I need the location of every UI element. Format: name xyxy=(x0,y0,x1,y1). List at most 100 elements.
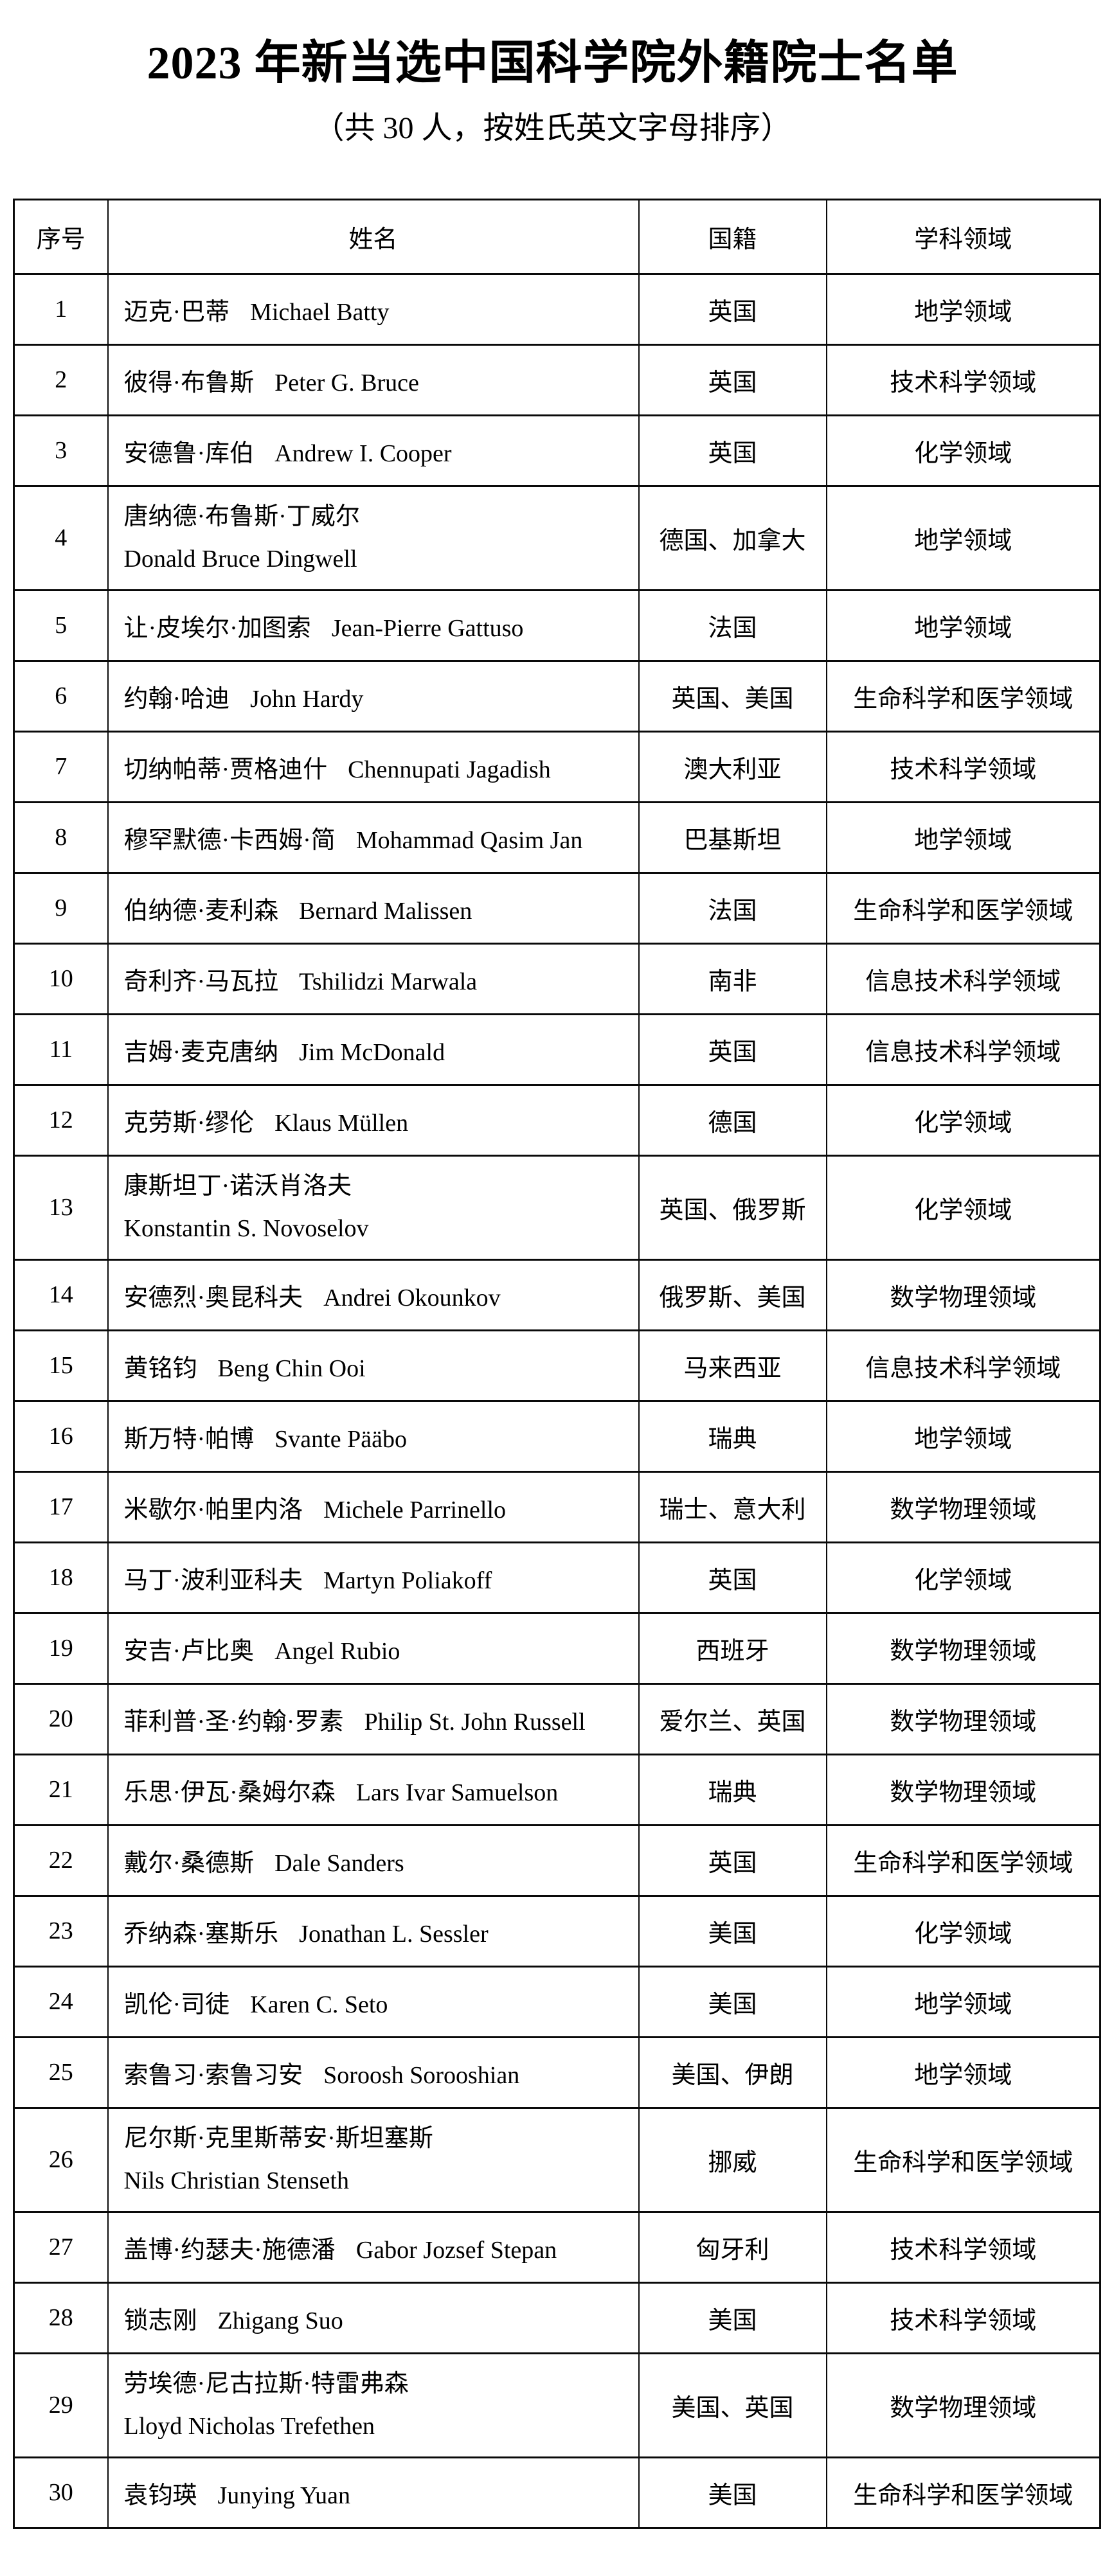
cell-field: 数学物理领域 xyxy=(825,1753,1101,1826)
cell-nationality: 德国、加拿大 xyxy=(638,484,827,591)
table-row: 25 索鲁习·索鲁习安 Soroosh Sorooshian 美国、伊朗 地学领域 xyxy=(13,2036,1101,2109)
cell-field: 技术科学领域 xyxy=(825,730,1101,803)
cell-index: 7 xyxy=(13,730,109,803)
cell-nationality: 英国 xyxy=(638,1824,827,1897)
name-english: John Hardy xyxy=(250,685,364,713)
cell-field: 地学领域 xyxy=(825,1965,1101,2038)
cell-nationality: 澳大利亚 xyxy=(638,730,827,803)
table-row: 24 凯伦·司徒 Karen C. Seto 美国 地学领域 xyxy=(13,1965,1101,2038)
cell-index: 2 xyxy=(13,343,109,416)
cell-index: 21 xyxy=(13,1753,109,1826)
table-header-row: 序号 姓名 国籍 学科领域 xyxy=(13,198,1101,275)
table-row: 15 黄铭钧 Beng Chin Ooi 马来西亚 信息技术科学领域 xyxy=(13,1329,1101,1402)
cell-field: 技术科学领域 xyxy=(825,343,1101,416)
cell-nationality: 南非 xyxy=(638,942,827,1015)
name-english: Peter G. Bruce xyxy=(274,369,419,396)
page-subtitle: （共 30 人，按姓氏英文字母排序） xyxy=(313,111,792,146)
cell-nationality: 西班牙 xyxy=(638,1612,827,1685)
table-row: 11 吉姆·麦克唐纳 Jim McDonald 英国 信息技术科学领域 xyxy=(13,1013,1101,1086)
cell-nationality: 美国、伊朗 xyxy=(638,2036,827,2109)
cell-field: 化学领域 xyxy=(825,414,1101,487)
name-english: Junying Yuan xyxy=(217,2482,351,2509)
table-row: 30 袁钧瑛 Junying Yuan 美国 生命科学和医学领域 xyxy=(13,2456,1101,2529)
cell-index: 8 xyxy=(13,801,109,874)
cell-index: 19 xyxy=(13,1612,109,1685)
cell-name: 菲利普·圣·约翰·罗素 Philip St. John Russell xyxy=(107,1682,640,1755)
cell-name: 彼得·布鲁斯 Peter G. Bruce xyxy=(107,343,640,416)
name-english: Michael Batty xyxy=(250,298,390,326)
column-header-field: 学科领域 xyxy=(825,198,1101,275)
cell-field: 数学物理领域 xyxy=(825,1612,1101,1685)
cell-index: 22 xyxy=(13,1824,109,1897)
cell-nationality: 爱尔兰、英国 xyxy=(638,1682,827,1755)
name-chinese: 袁钧瑛 xyxy=(123,2482,197,2509)
cell-name: 黄铭钧 Beng Chin Ooi xyxy=(107,1329,640,1402)
name-english: Lloyd Nicholas Trefethen xyxy=(123,2413,375,2440)
cell-index: 28 xyxy=(13,2281,109,2354)
cell-field: 生命科学和医学领域 xyxy=(825,659,1101,733)
cell-name: 克劳斯·缪伦 Klaus Müllen xyxy=(107,1083,640,1157)
name-chinese: 伯纳德·麦利森 xyxy=(123,897,279,925)
cell-name: 约翰·哈迪 John Hardy xyxy=(107,659,640,733)
name-english: Klaus Müllen xyxy=(274,1109,409,1137)
table-header: 序号 姓名 国籍 学科领域 xyxy=(13,198,1101,275)
cell-index: 3 xyxy=(13,414,109,487)
name-english: Karen C. Seto xyxy=(250,1991,388,2018)
name-chinese: 凯伦·司徒 xyxy=(123,1991,230,2018)
cell-name: 切纳帕蒂·贾格迪什 Chennupati Jagadish xyxy=(107,730,640,803)
name-chinese: 迈克·巴蒂 xyxy=(123,298,230,326)
cell-field: 地学领域 xyxy=(825,1399,1101,1473)
cell-nationality: 英国 xyxy=(638,343,827,416)
name-chinese: 彼得·布鲁斯 xyxy=(123,369,255,396)
cell-nationality: 英国 xyxy=(638,414,827,487)
cell-index: 17 xyxy=(13,1470,109,1543)
members-table: 序号 姓名 国籍 学科领域 1 迈克·巴蒂 Michael Batty 英国 地学领域 2… xyxy=(13,198,1101,2529)
cell-name: 伯纳德·麦利森 Bernard Malissen xyxy=(107,871,640,945)
cell-name: 乔纳森·塞斯乐 Jonathan L. Sessler xyxy=(107,1894,640,1968)
cell-field: 地学领域 xyxy=(825,272,1101,346)
table-row: 3 安德鲁·库伯 Andrew I. Cooper 英国 化学领域 xyxy=(13,414,1101,487)
name-chinese: 让·皮埃尔·加图索 xyxy=(123,614,311,642)
cell-name: 马丁·波利亚科夫 Martyn Poliakoff xyxy=(107,1541,640,1614)
cell-nationality: 瑞士、意大利 xyxy=(638,1470,827,1543)
table-row: 9 伯纳德·麦利森 Bernard Malissen 法国 生命科学和医学领域 xyxy=(13,871,1101,945)
table-row: 13 康斯坦丁·诺沃肖洛夫 Konstantin S. Novoselov 英国、俄罗… xyxy=(13,1154,1101,1261)
name-english: Soroosh Sorooshian xyxy=(323,2061,520,2089)
name-chinese: 乔纳森·塞斯乐 xyxy=(123,1920,279,1948)
cell-field: 技术科学领域 xyxy=(825,2210,1101,2284)
name-english: Mohammad Qasim Jan xyxy=(355,826,583,854)
name-chinese: 安吉·卢比奥 xyxy=(123,1637,255,1665)
cell-field: 地学领域 xyxy=(825,2036,1101,2109)
column-header-nationality: 国籍 xyxy=(638,198,827,275)
cell-field: 信息技术科学领域 xyxy=(825,1013,1101,1086)
cell-index: 13 xyxy=(13,1154,109,1261)
name-english: Gabor Jozsef Stepan xyxy=(355,2236,557,2264)
cell-nationality: 匈牙利 xyxy=(638,2210,827,2284)
column-header-name: 姓名 xyxy=(107,198,640,275)
name-english: Bernard Malissen xyxy=(299,897,472,925)
table-row: 28 锁志刚 Zhigang Suo 美国 技术科学领域 xyxy=(13,2281,1101,2354)
cell-field: 化学领域 xyxy=(825,1083,1101,1157)
cell-index: 16 xyxy=(13,1399,109,1473)
name-chinese: 尼尔斯·克里斯蒂安·斯坦塞斯 xyxy=(123,2124,433,2152)
cell-name: 盖博·约瑟夫·施德潘 Gabor Jozsef Stepan xyxy=(107,2210,640,2284)
name-english: Philip St. John Russell xyxy=(364,1708,586,1736)
table-row: 10 奇利齐·马瓦拉 Tshilidzi Marwala 南非 信息技术科学领域 xyxy=(13,942,1101,1015)
cell-name: 穆罕默德·卡西姆·简 Mohammad Qasim Jan xyxy=(107,801,640,874)
table-row: 16 斯万特·帕博 Svante Pääbo 瑞典 地学领域 xyxy=(13,1399,1101,1473)
cell-nationality: 俄罗斯、美国 xyxy=(638,1258,827,1331)
cell-index: 4 xyxy=(13,484,109,591)
table-row: 29 劳埃德·尼古拉斯·特雷弗森 Lloyd Nicholas Trefethen 美… xyxy=(13,2352,1101,2458)
name-chinese: 康斯坦丁·诺沃肖洛夫 xyxy=(123,1172,352,1200)
name-chinese: 奇利齐·马瓦拉 xyxy=(123,968,279,995)
name-english: Tshilidzi Marwala xyxy=(299,968,478,995)
cell-name: 凯伦·司徒 Karen C. Seto xyxy=(107,1965,640,2038)
name-chinese: 切纳帕蒂·贾格迪什 xyxy=(123,756,328,783)
name-english: Beng Chin Ooi xyxy=(217,1355,366,1382)
cell-index: 1 xyxy=(13,272,109,346)
table-row: 4 唐纳德·布鲁斯·丁威尔 Donald Bruce Dingwell 德国、加拿大地… xyxy=(13,484,1101,591)
cell-field: 生命科学和医学领域 xyxy=(825,871,1101,945)
cell-field: 化学领域 xyxy=(825,1541,1101,1614)
cell-field: 数学物理领域 xyxy=(825,2352,1101,2458)
cell-nationality: 瑞典 xyxy=(638,1753,827,1826)
